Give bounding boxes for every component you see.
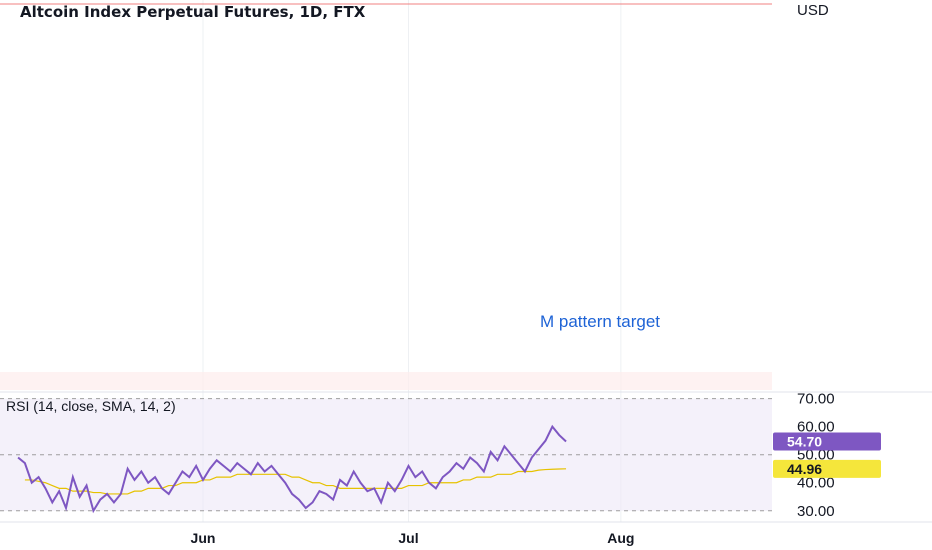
rsi-value-badge-bg <box>773 432 881 451</box>
m-pattern-annotation: M pattern target <box>540 312 660 331</box>
rsi-tick-label: 60.00 <box>797 419 835 436</box>
rsi-pane: 70.00 60.00 50.00 40.00 30.00 54.70 44.96 <box>0 391 881 520</box>
rsi-value-label: 54.70 <box>787 434 822 450</box>
time-tick-label: Jun <box>191 530 216 546</box>
time-tick-label: Jul <box>398 530 418 546</box>
bottom-shade <box>0 372 772 390</box>
time-tick-label: Aug <box>607 530 634 546</box>
chart-title: Altcoin Index Perpetual Futures, 1D, FTX <box>20 3 366 21</box>
rsi-sma-value-label: 44.96 <box>787 461 822 477</box>
currency-label: USD <box>797 2 829 19</box>
rsi-indicator-title[interactable]: RSI (14, close, SMA, 14, 2) <box>6 398 176 414</box>
rsi-tick-label: 50.00 <box>797 447 835 464</box>
rsi-tick-label: 30.00 <box>797 503 835 520</box>
rsi-tick-label: 70.00 <box>797 391 835 408</box>
time-axis[interactable]: Jun Jul Aug <box>191 530 635 546</box>
rsi-sma-line <box>24 468 567 495</box>
rsi-line <box>17 424 567 514</box>
rsi-tick-label: 40.00 <box>797 475 835 492</box>
rsi-sma-badge-bg <box>773 459 881 478</box>
grid-lines <box>0 0 932 523</box>
